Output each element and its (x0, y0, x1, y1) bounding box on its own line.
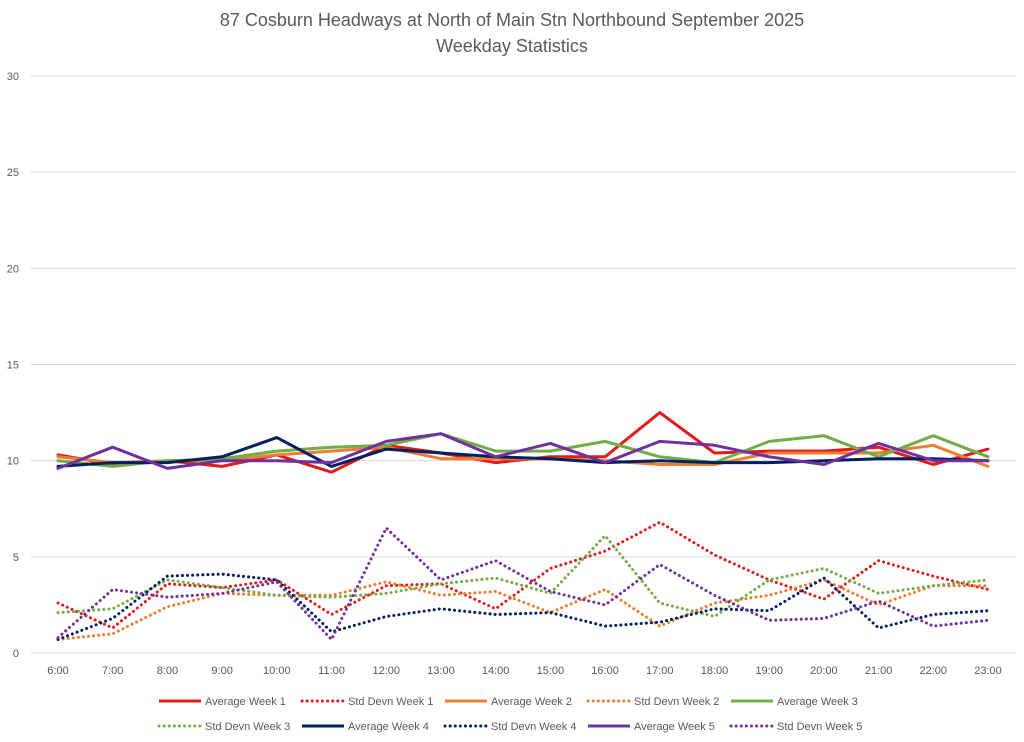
chart-subtitle: Weekday Statistics (436, 36, 588, 56)
legend-label: Average Week 5 (634, 721, 715, 733)
x-tick-label: 12:00 (372, 665, 400, 677)
y-tick-label: 5 (13, 552, 19, 564)
x-tick-label: 14:00 (482, 665, 510, 677)
gridlines (31, 75, 1016, 654)
series-line-std-devn-week-2 (56, 578, 990, 641)
x-tick-label: 11:00 (318, 665, 345, 677)
y-tick-label: 30 (7, 71, 19, 83)
x-tick-label: 10:00 (263, 665, 291, 677)
legend-label: Average Week 4 (348, 721, 429, 733)
x-tick-label: 8:00 (157, 665, 178, 677)
legend: Average Week 1 Std Devn Week 1 Average Wee… (157, 696, 862, 733)
series-line-std-devn-week-1 (56, 520, 990, 630)
legend-label: Std Devn Week 1 (348, 696, 433, 708)
legend-label: Average Week 1 (205, 696, 286, 708)
x-tick-label: 23:00 (974, 665, 1002, 677)
series-lines (56, 411, 990, 641)
x-tick-label: 19:00 (755, 665, 783, 677)
y-tick-label: 20 (7, 263, 19, 275)
legend-label: Std Devn Week 2 (634, 696, 719, 708)
x-tick-label: 21:00 (865, 665, 893, 677)
series-line-std-devn-week-5 (56, 526, 990, 641)
legend-label: Std Devn Week 4 (491, 721, 576, 733)
x-tick-label: 20:00 (810, 665, 838, 677)
x-tick-label: 17:00 (646, 665, 674, 677)
y-tick-label: 0 (13, 648, 19, 660)
legend-label: Average Week 2 (491, 696, 572, 708)
y-tick-label: 25 (7, 167, 19, 179)
y-tick-label: 15 (7, 360, 19, 372)
x-tick-label: 7:00 (102, 665, 123, 677)
legend-label: Std Devn Week 5 (777, 721, 862, 733)
chart-title: 87 Cosburn Headways at North of Main Stn… (220, 10, 804, 30)
x-tick-label: 18:00 (701, 665, 729, 677)
x-tick-label: 15:00 (537, 665, 565, 677)
x-tick-label: 13:00 (427, 665, 455, 677)
series-line-std-devn-week-3 (56, 534, 990, 618)
x-tick-label: 9:00 (211, 665, 232, 677)
y-axis-ticks: 0 5 10 15 20 25 30 (7, 71, 19, 660)
x-tick-label: 22:00 (920, 665, 948, 677)
x-tick-label: 16:00 (591, 665, 619, 677)
x-tick-label: 6:00 (47, 665, 68, 677)
series-line-std-devn-week-4 (56, 572, 990, 641)
legend-label: Std Devn Week 3 (205, 721, 290, 733)
legend-label: Average Week 3 (777, 696, 858, 708)
series-line-average-week-5 (56, 432, 990, 470)
x-axis-ticks: 6:00 7:00 8:00 9:00 10:00 11:00 12:00 13:00 14:0… (47, 665, 1001, 677)
y-tick-label: 10 (7, 456, 19, 468)
